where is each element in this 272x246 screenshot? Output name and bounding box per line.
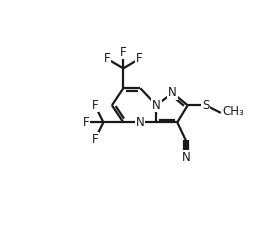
Text: F: F	[136, 52, 143, 65]
Text: N: N	[168, 87, 177, 99]
Text: N: N	[136, 116, 145, 129]
Text: F: F	[83, 116, 90, 129]
Text: F: F	[92, 99, 98, 112]
Text: F: F	[120, 46, 126, 59]
Text: N: N	[181, 151, 190, 164]
Text: F: F	[92, 133, 98, 146]
Text: S: S	[202, 99, 209, 112]
Text: N: N	[152, 99, 161, 112]
Text: F: F	[104, 52, 110, 65]
Text: CH₃: CH₃	[222, 106, 244, 118]
